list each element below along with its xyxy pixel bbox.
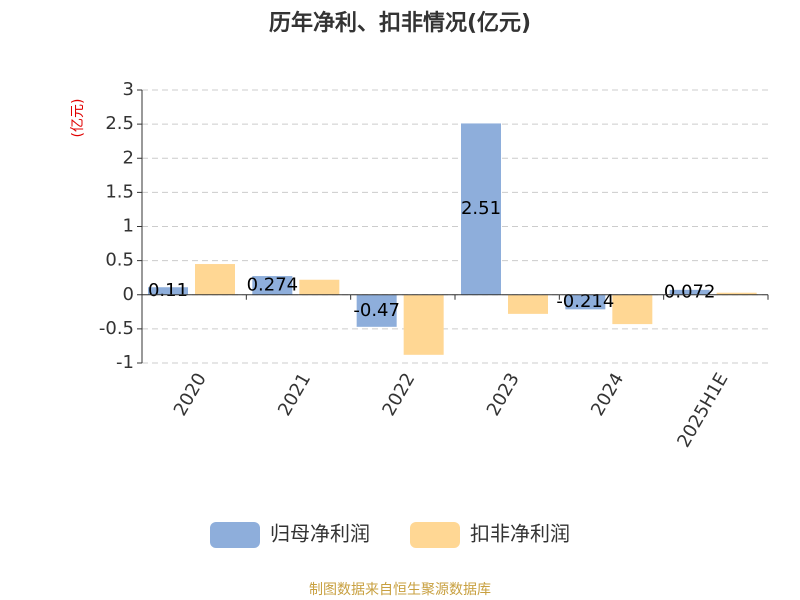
legend-swatch[interactable] <box>410 522 460 548</box>
y-tick-label: 1.5 <box>105 181 134 202</box>
chart-title: 历年净利、扣非情况(亿元) <box>269 10 531 36</box>
y-tick-label: 1 <box>123 216 134 237</box>
bar <box>612 294 653 325</box>
x-tick-label: 2023 <box>483 370 524 420</box>
y-tick-label: 0.5 <box>105 250 134 271</box>
value-label: -0.214 <box>556 291 614 312</box>
y-tick-label: 2.5 <box>105 113 134 134</box>
value-label: 0.274 <box>247 274 299 295</box>
y-tick-label: 3 <box>123 79 134 100</box>
bar <box>461 123 501 295</box>
legend-label[interactable]: 归母净利润 <box>270 522 370 546</box>
x-tick-label: 2025H1E <box>673 370 732 452</box>
y-tick-label: 2 <box>123 147 134 168</box>
bar <box>403 294 444 355</box>
bar <box>716 292 757 295</box>
y-tick-label: -0.5 <box>99 318 134 339</box>
value-label: -0.47 <box>353 300 400 321</box>
y-axis-label: (亿元) <box>70 99 86 138</box>
source-note: 制图数据来自恒生聚源数据库 <box>309 582 491 598</box>
bar <box>356 294 397 327</box>
value-label: 0.072 <box>664 281 716 302</box>
y-tick-label: 0 <box>123 284 134 305</box>
bar <box>669 289 710 295</box>
x-tick-label: 2022 <box>378 370 419 420</box>
bar <box>148 287 188 295</box>
x-tick-label: 2024 <box>587 370 628 420</box>
x-tick-label: 2020 <box>170 370 211 420</box>
y-tick-label: -1 <box>116 352 134 373</box>
value-label: 0.11 <box>148 280 188 301</box>
bar <box>195 264 235 295</box>
legend-swatch[interactable] <box>210 522 260 548</box>
value-label: 2.51 <box>461 198 501 219</box>
bar <box>565 294 606 310</box>
bar <box>252 276 293 295</box>
legend-label[interactable]: 扣非净利润 <box>470 522 570 546</box>
bar <box>299 279 340 295</box>
bar <box>508 294 548 314</box>
x-tick-label: 2021 <box>274 370 315 420</box>
